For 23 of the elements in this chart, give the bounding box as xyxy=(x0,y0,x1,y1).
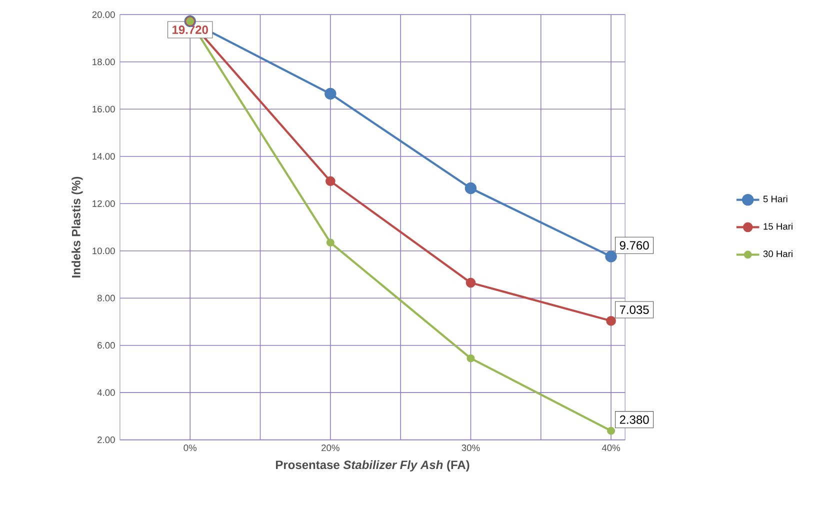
x-tick-label: 40% xyxy=(602,444,620,451)
y-tick-label: 10.00 xyxy=(92,247,115,254)
y-tick-label: 8.00 xyxy=(97,294,115,302)
x-tick-label: 20% xyxy=(322,444,340,451)
legend-label: 15 Hari xyxy=(764,222,792,230)
data-label: 19.720 xyxy=(172,25,208,34)
y-tick-label: 20.00 xyxy=(92,11,115,18)
y-tick-label: 6.00 xyxy=(98,342,115,348)
x-tick-label: 0% xyxy=(184,444,197,451)
x-tick-label: 30% xyxy=(462,444,480,451)
y-tick-label: 4.00 xyxy=(97,389,115,396)
x-axis-title: Prosentase Stabilizer Fly Ash (FA) xyxy=(276,460,470,472)
y-tick-label: 2.00 xyxy=(98,436,115,443)
y-tick-label: 12.00 xyxy=(92,200,115,207)
data-label: 2.380 xyxy=(620,415,649,424)
y-axis-title: Indeks Plastis (%) xyxy=(72,176,83,278)
y-tick-label: 16.00 xyxy=(92,106,115,112)
y-tick-label: 18.00 xyxy=(92,58,115,65)
legend-label: 30 Hari xyxy=(763,250,792,257)
data-label: 7.035 xyxy=(620,305,649,314)
legend-label: 5 Hari xyxy=(763,195,788,202)
data-label: 9.760 xyxy=(620,240,649,250)
y-tick-label: 14.00 xyxy=(92,152,115,160)
